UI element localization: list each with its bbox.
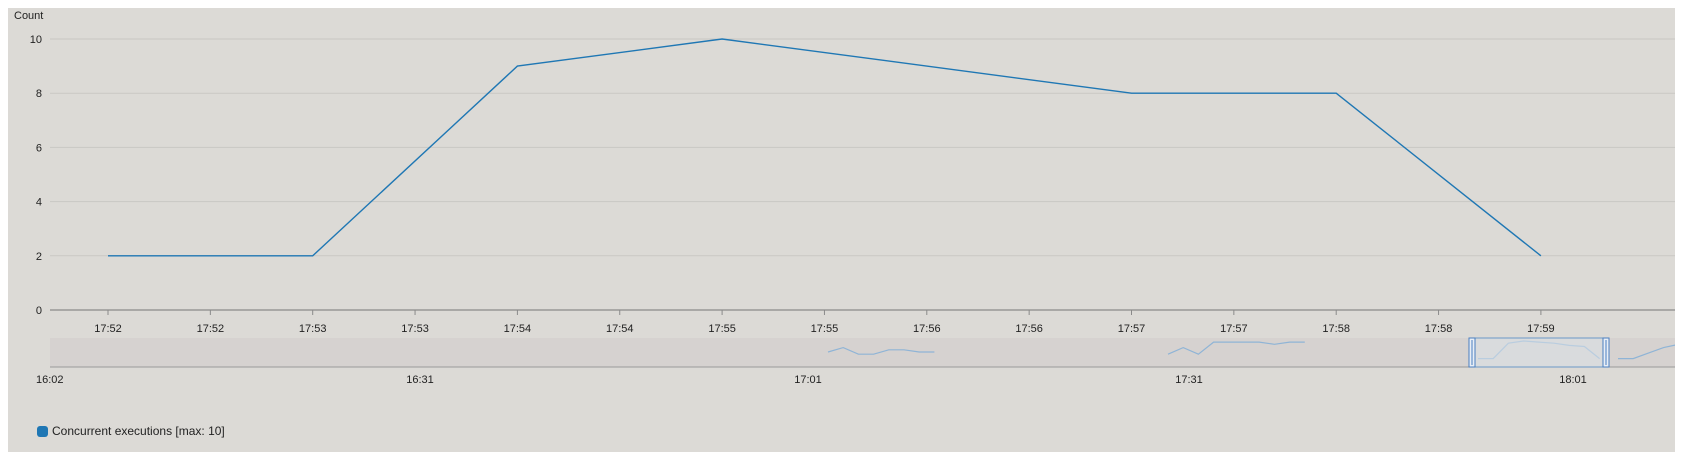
time-navigator[interactable]: 16:02 16:31 17:01 17:31 18:01 <box>36 337 1675 386</box>
navigator-series <box>1618 344 1675 360</box>
navigator-track <box>50 338 1675 367</box>
y-tick-label: 2 <box>36 251 42 263</box>
data-point[interactable] <box>106 254 110 258</box>
series-layer <box>106 37 1543 258</box>
navigator-label: 17:31 <box>1175 374 1203 386</box>
x-tick-label: 17:59 <box>1527 323 1555 335</box>
x-tick-label: 17:57 <box>1118 323 1146 335</box>
data-point[interactable] <box>1539 254 1543 258</box>
x-tick-label: 17:56 <box>1015 323 1043 335</box>
data-point[interactable] <box>720 37 724 41</box>
data-point[interactable] <box>515 64 519 68</box>
x-tick-label: 17:57 <box>1220 323 1248 335</box>
x-tick-label: 17:58 <box>1322 323 1350 335</box>
legend-swatch <box>37 425 48 437</box>
navigator-label: 16:02 <box>36 374 64 386</box>
x-tick-label: 17:53 <box>299 323 327 335</box>
legend-label: Concurrent executions [max: 10] <box>52 424 225 438</box>
chart-panel: 0 2 4 6 8 10 17:52 17:52 17:53 17:53 17:54 17:54 17:… <box>8 8 1675 452</box>
y-axis-label: Count <box>14 10 43 22</box>
x-tick-label: 17:54 <box>606 323 634 335</box>
series-line <box>108 38 1542 257</box>
navigator-series <box>827 346 935 355</box>
x-tick-label: 17:53 <box>401 323 429 335</box>
y-tick-label: 4 <box>36 197 42 209</box>
y-tick-label: 0 <box>36 305 42 317</box>
navigator-label: 17:01 <box>794 374 822 386</box>
data-point[interactable] <box>1334 91 1338 95</box>
x-tick-label: 17:52 <box>94 323 122 335</box>
x-tick-label: 17:55 <box>811 323 839 335</box>
navigator-selection[interactable] <box>1471 337 1607 368</box>
x-tick-label: 17:58 <box>1425 323 1453 335</box>
navigator-label: 16:31 <box>406 374 434 386</box>
x-tick-label: 17:55 <box>708 323 736 335</box>
data-point[interactable] <box>311 254 315 258</box>
y-tick-label: 6 <box>36 142 42 154</box>
x-tick-label: 17:52 <box>197 323 225 335</box>
y-tick-label: 10 <box>30 34 42 46</box>
gridlines <box>50 38 1675 311</box>
data-point[interactable] <box>1130 91 1134 95</box>
x-tick-label: 17:54 <box>504 323 532 335</box>
line-chart: 0 2 4 6 8 10 17:52 17:52 17:53 17:53 17:54 17:54 17:… <box>14 10 1675 386</box>
x-tick-label: 17:56 <box>913 323 941 335</box>
navigator-series <box>1167 341 1305 355</box>
navigator-label: 18:01 <box>1559 374 1587 386</box>
axes: 0 2 4 6 8 10 17:52 17:52 17:53 17:53 17:54 17:54 17:… <box>30 34 1555 335</box>
y-tick-label: 8 <box>36 88 42 100</box>
legend[interactable]: Concurrent executions [max: 10] <box>37 424 225 438</box>
